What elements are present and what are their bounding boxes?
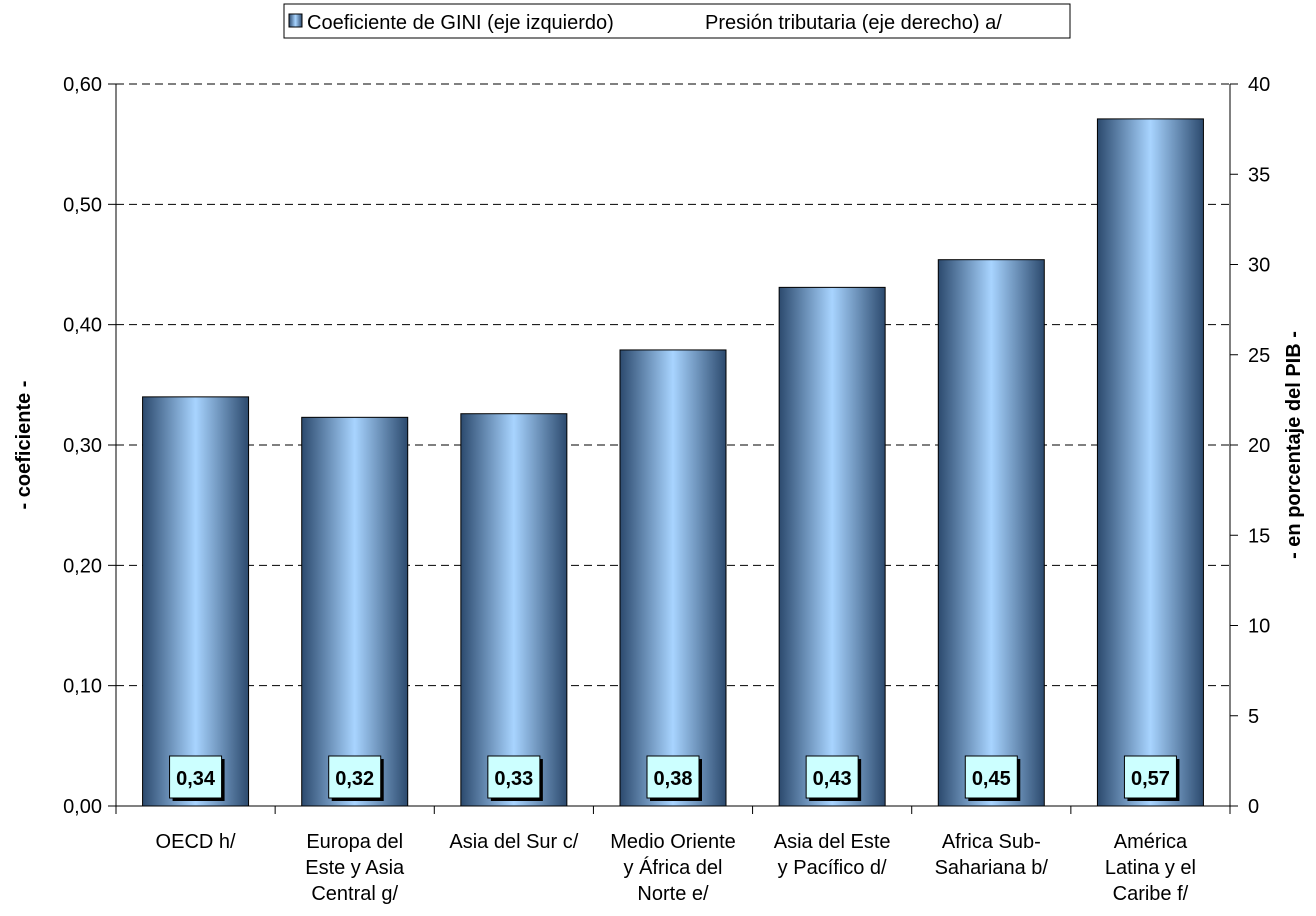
category-label-line: Central g/ [311, 883, 398, 905]
data-label: 0,57 [1131, 768, 1170, 790]
category-label: Africa Sub- Sahariana b/ [935, 831, 1049, 879]
category-label-line: Sahariana b/ [935, 857, 1049, 879]
data-label-box [964, 755, 1018, 799]
y-right-tick-label: 40 [1248, 74, 1270, 96]
bar [301, 416, 409, 807]
category-label-line: Asia del Sur c/ [449, 831, 578, 853]
data-label-box [328, 755, 382, 799]
category-label-line: Medio Oriente [610, 831, 736, 853]
category-label: Europa del Este y Asia Central g/ [305, 831, 405, 905]
legend-label-presion: Presión tributaria (eje derecho) a/ [705, 12, 1002, 34]
bar [778, 286, 886, 807]
y-left-tick-label: 0,00 [63, 796, 102, 818]
y-left-tick-label: 0,10 [63, 676, 102, 698]
category-label: Asia del Sur c/ [449, 831, 578, 853]
y-right-tick-label: 5 [1248, 706, 1259, 728]
bar [619, 349, 727, 807]
bar [460, 413, 568, 807]
category-label: América Latina y el Caribe f/ [1105, 831, 1196, 905]
category-label-line: OECD h/ [156, 831, 236, 853]
legend-frame [283, 3, 1071, 39]
data-label-box [169, 755, 223, 799]
legend: Coeficiente de GINI (eje izquierdo) Pres… [283, 3, 1071, 39]
data-label-box [805, 755, 859, 799]
y-axis-left-ticks: 0,00 0,10 0,20 0,30 0,40 0,50 0,60 [63, 74, 116, 818]
category-label-line: y Pacífico d/ [778, 857, 887, 879]
y-axis-right-title: - en porcentaje del PIB - [1283, 331, 1305, 559]
category-label-line: Latina y el [1105, 857, 1196, 879]
bar [937, 259, 1045, 807]
category-label-line: Asia del Este [774, 831, 891, 853]
data-label: 0,33 [494, 768, 533, 790]
category-label: OECD h/ [156, 831, 236, 853]
legend-swatch-gini [288, 13, 303, 28]
y-left-tick-label: 0,40 [63, 315, 102, 337]
data-label: 0,38 [654, 768, 693, 790]
category-label-line: América [1114, 831, 1188, 853]
y-right-tick-label: 10 [1248, 616, 1270, 638]
data-label: 0,32 [335, 768, 374, 790]
y-right-tick-label: 0 [1248, 796, 1259, 818]
y-axis-left-title: - coeficiente - [13, 381, 35, 510]
y-left-tick-label: 0,30 [63, 435, 102, 457]
x-axis-categories: OECD h/Europa del Este y Asia Central g/As… [156, 831, 1196, 905]
bar [142, 396, 250, 807]
category-label: Medio Oriente y África del Norte e/ [610, 831, 736, 905]
y-right-tick-label: 20 [1248, 435, 1270, 457]
data-labels: 0,34 0,32 0,33 0,38 0,43 0,45 0,57 [169, 755, 1180, 801]
bar [1096, 118, 1204, 807]
bars [142, 118, 1204, 807]
y-right-tick-label: 35 [1248, 164, 1270, 186]
category-label-line: Norte e/ [637, 883, 709, 905]
y-left-tick-label: 0,20 [63, 555, 102, 577]
y-left-tick-label: 0,60 [63, 74, 102, 96]
data-label: 0,43 [813, 768, 852, 790]
category-label-line: Caribe f/ [1113, 883, 1189, 905]
category-label-line: y África del [624, 856, 723, 879]
category-label-line: Este y Asia [305, 857, 405, 879]
y-left-tick-label: 0,50 [63, 194, 102, 216]
data-label-box [487, 755, 541, 799]
category-label-line: Africa Sub- [942, 831, 1041, 853]
data-label-box [646, 755, 700, 799]
y-axis-right-ticks: 0 5 10 15 20 25 30 35 40 [1230, 74, 1270, 818]
data-label-box [1123, 755, 1177, 799]
data-label: 0,34 [176, 768, 216, 790]
category-label: Asia del Este y Pacífico d/ [774, 831, 891, 879]
y-right-tick-label: 25 [1248, 345, 1270, 367]
y-right-tick-label: 30 [1248, 255, 1270, 277]
legend-label-gini: Coeficiente de GINI (eje izquierdo) [307, 12, 614, 34]
category-label-line: Europa del [306, 831, 403, 853]
y-right-tick-label: 15 [1248, 525, 1270, 547]
data-label: 0,45 [972, 768, 1011, 790]
